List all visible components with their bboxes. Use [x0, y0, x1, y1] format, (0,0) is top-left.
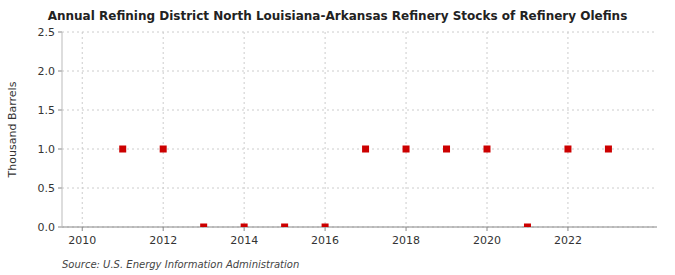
tick [58, 71, 62, 72]
point [281, 224, 288, 228]
point [524, 224, 531, 228]
tick [406, 227, 407, 231]
tick-label: 2022 [554, 234, 582, 247]
grid-line [82, 32, 83, 227]
grid-line [244, 32, 245, 227]
point [605, 146, 612, 153]
grid [62, 32, 657, 227]
title: Annual Refining District North Louisiana… [48, 9, 628, 23]
y-axis-line [62, 32, 63, 227]
point [119, 146, 126, 153]
tick [58, 32, 62, 33]
source-note: Source: U.S. Energy Information Administ… [62, 259, 299, 270]
tick-label: 1.0 [38, 143, 56, 156]
point [362, 146, 369, 153]
grid-line [62, 110, 657, 111]
tick [82, 227, 83, 231]
tick-label: 2010 [68, 234, 96, 247]
point [160, 146, 167, 153]
tick [244, 227, 245, 231]
tick-label: 2.5 [38, 26, 56, 39]
point [241, 224, 248, 228]
tick-label: 2012 [149, 234, 177, 247]
point [403, 146, 410, 153]
grid-line [487, 32, 488, 227]
grid-line [567, 32, 568, 227]
tick [163, 227, 164, 231]
grid-line [325, 32, 326, 227]
point [200, 224, 207, 228]
points [119, 146, 612, 228]
tick [58, 110, 62, 111]
tick-label: 0.5 [38, 182, 56, 195]
tick-label: 2014 [230, 234, 258, 247]
axes: 0.0 0.5 1.0 1.5 2.0 2.5 2010 2012 2014 2016 2018 20… [38, 26, 658, 247]
point [322, 224, 329, 228]
point [564, 146, 571, 153]
tick-label: 1.5 [38, 104, 56, 117]
grid-line [62, 71, 657, 72]
tick [325, 227, 326, 231]
tick [58, 227, 62, 228]
chart: Annual Refining District North Louisiana… [0, 0, 675, 275]
x-axis-line [62, 227, 657, 228]
tick-label: 0.0 [38, 221, 56, 234]
point [443, 146, 450, 153]
tick-label: 2.0 [38, 65, 56, 78]
tick [567, 227, 568, 231]
grid-line [406, 32, 407, 227]
tick-label: 2016 [311, 234, 339, 247]
grid-line [163, 32, 164, 227]
point [484, 146, 491, 153]
y-axis-label: Thousand Barrels [6, 81, 19, 178]
tick [58, 188, 62, 189]
tick-label: 2020 [473, 234, 501, 247]
tick-label: 2018 [392, 234, 420, 247]
tick [487, 227, 488, 231]
grid-line [62, 227, 657, 228]
tick [58, 149, 62, 150]
